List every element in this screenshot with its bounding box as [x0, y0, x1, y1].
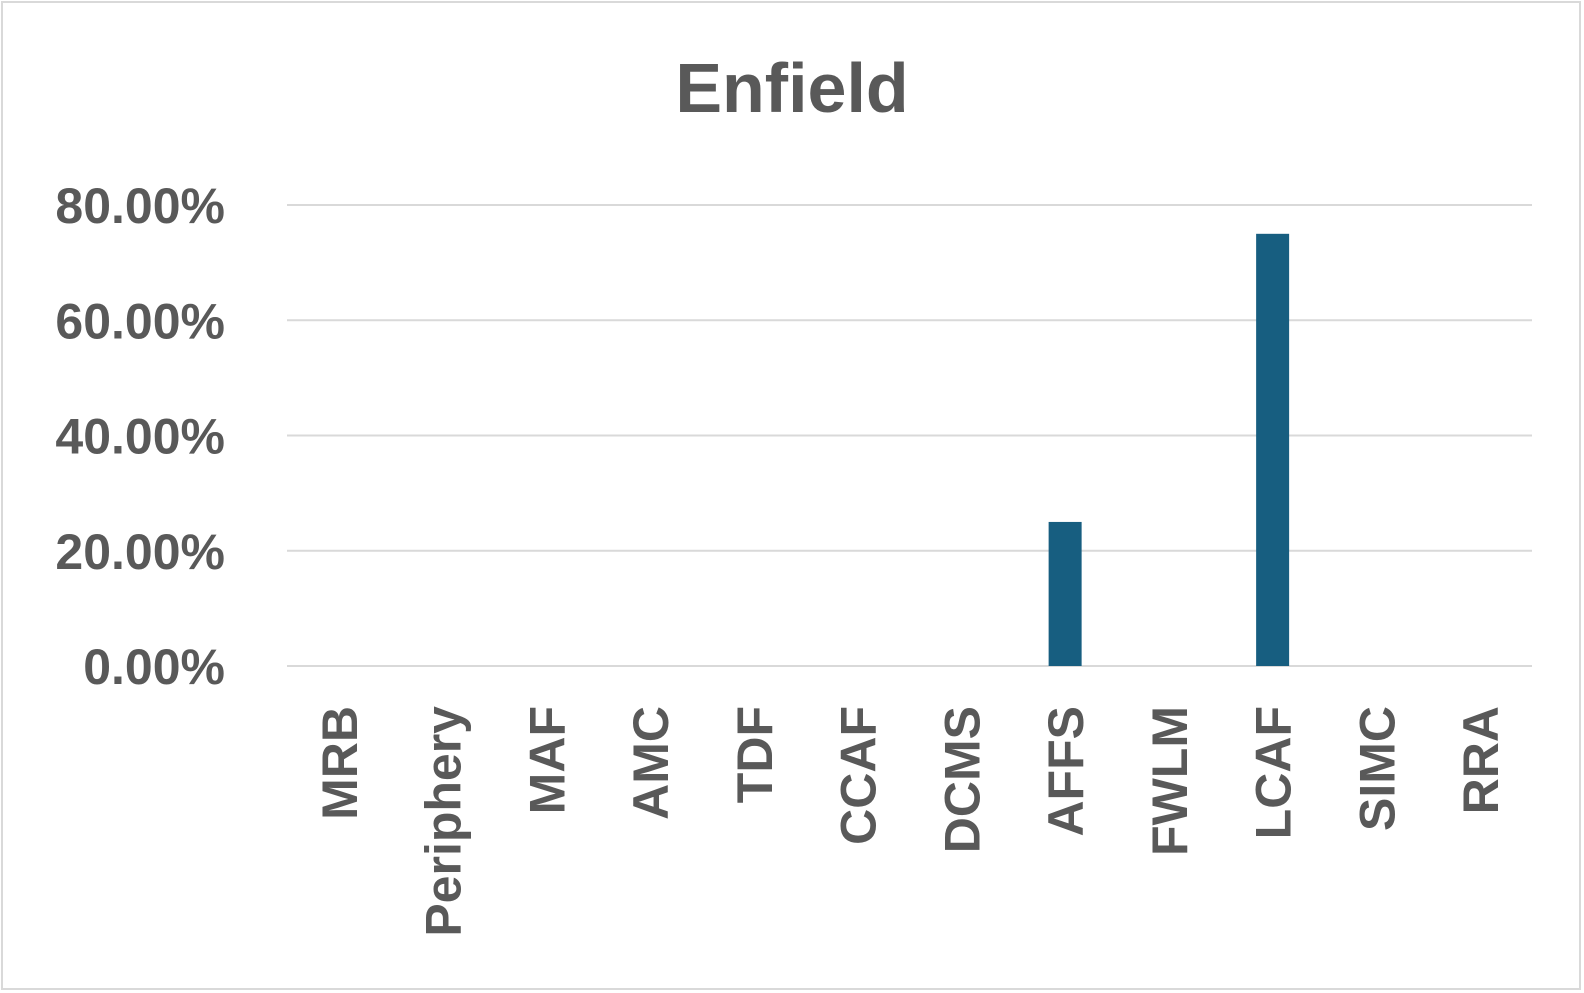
y-tick-label: 0.00%	[83, 639, 225, 695]
gridlines	[287, 204, 1532, 667]
x-tick-label: LCAF	[1246, 706, 1302, 839]
y-axis-ticks: 0.00% 20.00% 40.00% 60.00% 80.00%	[55, 178, 225, 695]
x-tick-label: MRB	[312, 706, 368, 820]
bars	[1048, 233, 1290, 666]
x-tick-label: AFFS	[1038, 706, 1094, 837]
x-tick-label: SIMC	[1349, 706, 1405, 831]
y-tick-label: 80.00%	[55, 178, 225, 234]
y-tick-label: 40.00%	[55, 409, 225, 465]
chart-title: Enfield	[675, 49, 908, 127]
x-tick-label: TDF	[727, 706, 783, 803]
x-tick-label: RRA	[1453, 706, 1509, 814]
bar-affs	[1048, 521, 1082, 666]
x-tick-label: CCAF	[831, 706, 887, 845]
x-tick-label: FWLM	[1142, 706, 1198, 856]
bar-lcaf	[1256, 233, 1290, 666]
x-axis-ticks: MRB Periphery MAF AMC TDF CCAF DCMS AFFS FWLM LCA…	[312, 706, 1509, 937]
x-tick-label: DCMS	[934, 706, 990, 853]
x-tick-label: AMC	[623, 706, 679, 820]
y-tick-label: 20.00%	[55, 524, 225, 580]
x-tick-label: Periphery	[416, 706, 472, 937]
y-tick-label: 60.00%	[55, 293, 225, 349]
x-tick-label: MAF	[519, 706, 575, 814]
